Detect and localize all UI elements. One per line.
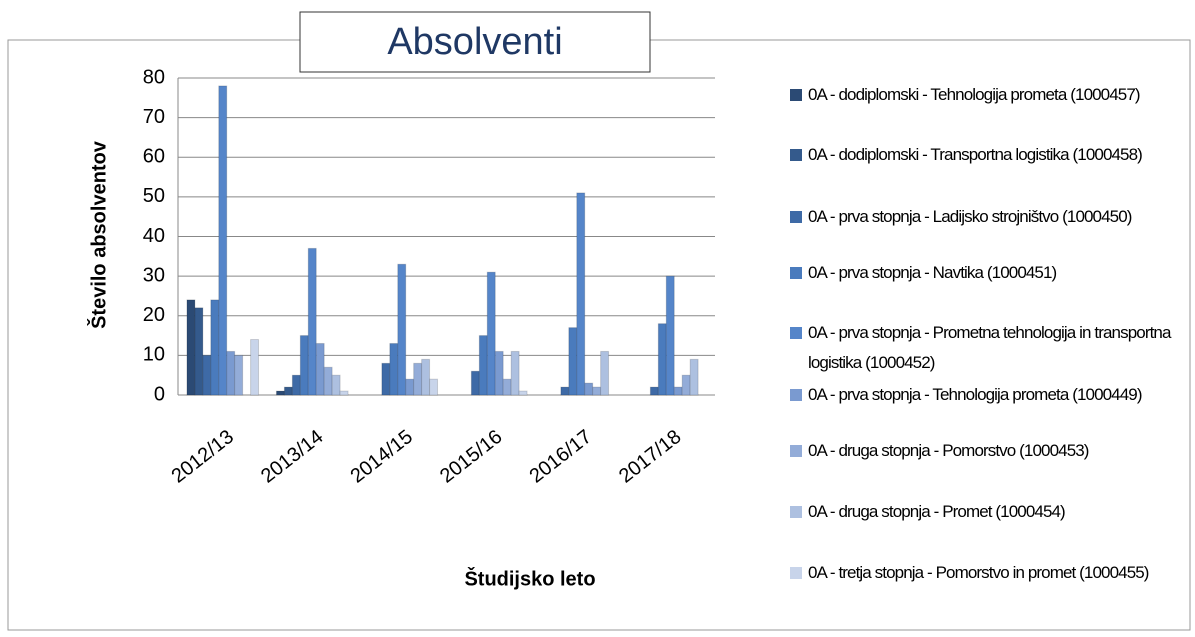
legend-swatch xyxy=(790,389,802,401)
bar xyxy=(518,390,528,396)
legend-swatch xyxy=(790,567,802,579)
bar xyxy=(689,358,699,396)
bar xyxy=(673,386,683,396)
chart-border xyxy=(7,39,1191,631)
bar xyxy=(486,271,496,396)
bar xyxy=(218,85,228,396)
legend-entry: 0A - dodiplomski - Transportna logistika… xyxy=(790,140,1193,170)
bar xyxy=(291,374,301,396)
y-tick-label: 40 xyxy=(143,225,165,247)
bar xyxy=(405,378,415,396)
legend-entry: 0A - prva stopnja - Prometna tehnologija… xyxy=(790,318,1193,378)
bar xyxy=(657,323,667,396)
bar xyxy=(568,327,578,396)
y-tick-label: 10 xyxy=(143,344,165,366)
bar xyxy=(681,374,691,396)
bar xyxy=(315,342,325,396)
legend-entry: 0A - tretja stopnja - Pomorstvo in prome… xyxy=(790,558,1193,588)
legend-entry: 0A - prva stopnja - Navtika (1000451) xyxy=(790,258,1193,288)
bar xyxy=(307,247,317,396)
bar xyxy=(649,386,659,396)
bar xyxy=(275,390,285,396)
chart-title: Absolventi xyxy=(387,21,562,63)
bar xyxy=(323,366,333,396)
y-tick-label: 50 xyxy=(143,185,165,207)
bar xyxy=(234,354,244,396)
bar xyxy=(494,350,504,396)
y-tick-label: 0 xyxy=(154,383,165,405)
bar xyxy=(510,350,520,396)
legend-label: 0A - prva stopnja - Prometna tehnologija… xyxy=(808,323,1171,372)
legend-label: 0A - prva stopnja - Navtika (1000451) xyxy=(808,263,1057,282)
legend-label: 0A - prva stopnja - Tehnologija prometa … xyxy=(808,385,1143,404)
bar xyxy=(389,342,399,396)
bar xyxy=(502,378,512,396)
bar xyxy=(186,299,196,396)
y-axis-label: Število absolventov xyxy=(86,140,110,329)
bar xyxy=(283,386,293,396)
bar xyxy=(331,374,341,396)
legend-swatch xyxy=(790,149,802,161)
legend-swatch xyxy=(790,327,802,339)
bar xyxy=(226,350,236,396)
bar xyxy=(592,386,602,396)
bar xyxy=(478,335,488,396)
bar xyxy=(397,263,407,396)
legend-label: 0A - prva stopnja - Ladijsko strojništvo… xyxy=(808,207,1132,226)
legend-label: 0A - dodiplomski - Transportna logistika… xyxy=(808,145,1143,164)
legend-entry: 0A - prva stopnja - Ladijsko strojništvo… xyxy=(790,202,1193,232)
bar xyxy=(299,335,309,396)
legend-entry: 0A - druga stopnja - Promet (1000454) xyxy=(790,497,1193,527)
bar xyxy=(421,358,431,396)
bar xyxy=(560,386,570,396)
legend-label: 0A - tretja stopnja - Pomorstvo in prome… xyxy=(808,563,1149,582)
bar xyxy=(600,350,610,396)
bar xyxy=(250,339,260,396)
legend-swatch xyxy=(790,445,802,457)
bar xyxy=(429,378,439,396)
legend-label: 0A - druga stopnja - Pomorstvo (1000453) xyxy=(808,441,1089,460)
legend-swatch xyxy=(790,211,802,223)
y-tick-label: 60 xyxy=(143,146,165,168)
bar xyxy=(210,299,220,396)
legend-swatch xyxy=(790,506,802,518)
legend-entry: 0A - prva stopnja - Tehnologija prometa … xyxy=(790,380,1193,410)
title-box xyxy=(299,11,651,73)
bar xyxy=(339,390,349,396)
bar xyxy=(584,382,594,396)
legend-label: 0A - dodiplomski - Tehnologija prometa (… xyxy=(808,85,1141,104)
bar xyxy=(470,370,480,396)
bar xyxy=(194,307,204,396)
legend-label: 0A - druga stopnja - Promet (1000454) xyxy=(808,502,1066,521)
bar xyxy=(381,362,391,396)
bar xyxy=(665,275,675,396)
y-tick-label: 80 xyxy=(143,66,165,88)
legend-swatch xyxy=(790,267,802,279)
y-tick-label: 20 xyxy=(143,304,165,326)
bar xyxy=(202,354,212,396)
legend-swatch xyxy=(790,89,802,101)
bar xyxy=(576,192,586,396)
legend-entry: 0A - druga stopnja - Pomorstvo (1000453) xyxy=(790,436,1193,466)
y-tick-label: 30 xyxy=(143,264,165,286)
bar xyxy=(413,362,423,396)
x-axis-label: Študijsko leto xyxy=(464,566,595,590)
y-tick-label: 70 xyxy=(143,106,165,128)
legend-entry: 0A - dodiplomski - Tehnologija prometa (… xyxy=(790,80,1193,110)
